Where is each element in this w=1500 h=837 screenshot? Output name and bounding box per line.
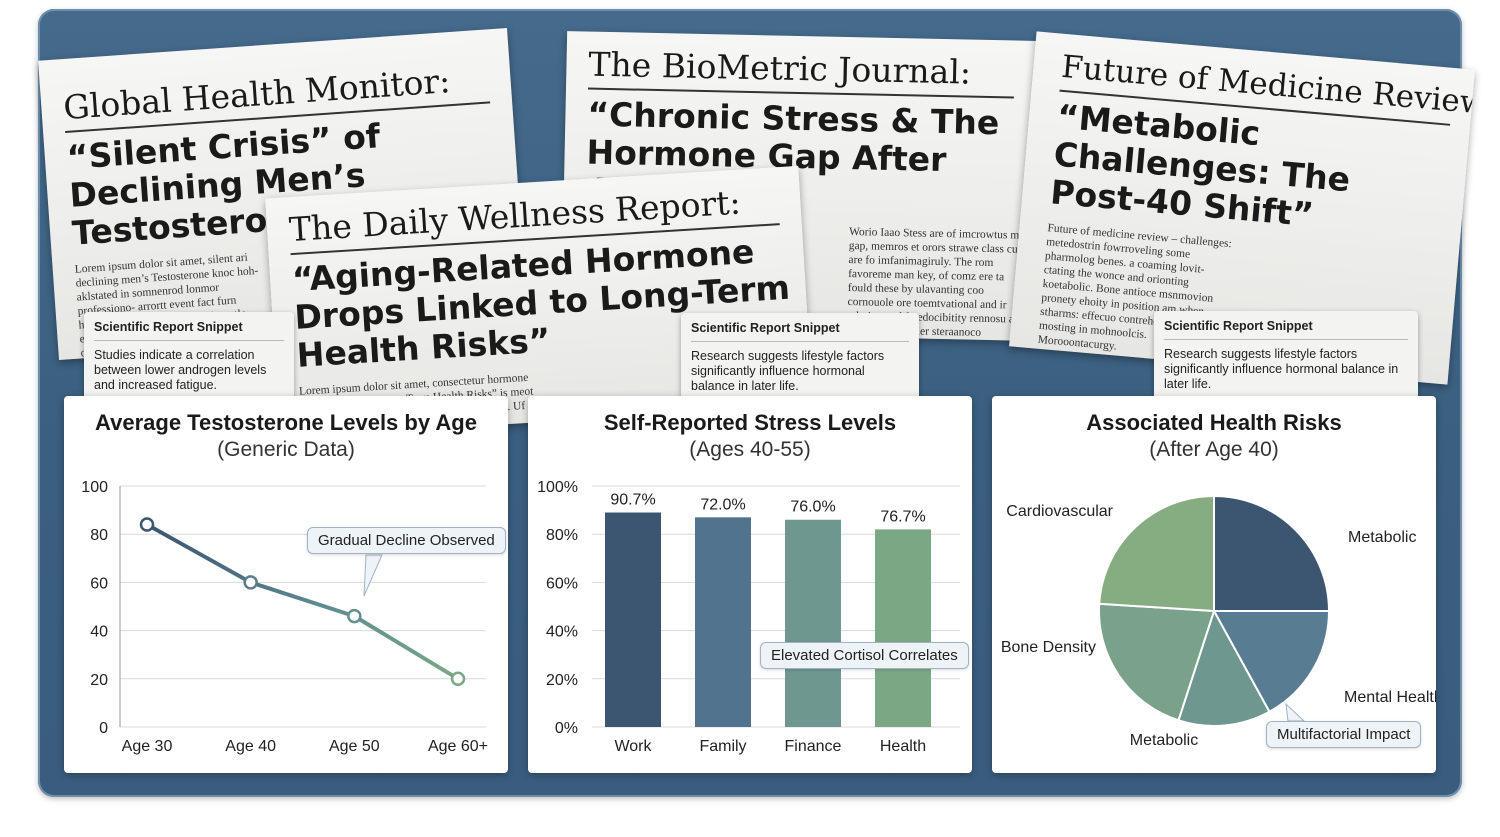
bar xyxy=(695,517,751,727)
slice-label: Cardiovascular xyxy=(1006,503,1113,520)
x-tick-label: Age 50 xyxy=(329,738,380,755)
callout-pointer xyxy=(1285,702,1306,722)
pie-slice xyxy=(1098,494,1215,613)
chart-subtitle: (Generic Data) xyxy=(217,438,355,461)
slice-label: Mental Health xyxy=(1344,689,1436,706)
snippet-title: Scientific Report Snippet xyxy=(1164,319,1313,333)
newspaper-masthead: The BioMetric Journal: xyxy=(588,44,972,92)
y-tick-label: 40% xyxy=(546,624,578,641)
testosterone-line-chart-panel: Average Testosterone Levels by Age (Gene… xyxy=(64,396,508,773)
bar xyxy=(785,519,841,727)
chart-subtitle: (Ages 40-55) xyxy=(689,438,811,461)
bar-chart: 0% 20% 40% 60% 80% 100% 90.7% Work 72.0% Family 76… xyxy=(537,479,960,755)
x-tick-label: Age 40 xyxy=(225,738,276,755)
pie-slice xyxy=(1177,608,1271,727)
callout-pointer xyxy=(363,554,383,597)
stress-bar-chart-panel: Self-Reported Stress Levels (Ages 40-55)… xyxy=(528,396,972,773)
x-tick-label: Age 30 xyxy=(122,738,173,755)
y-tick-label: 60% xyxy=(546,575,578,592)
snippet-divider xyxy=(1164,339,1408,340)
report-snippet-3: Scientific Report Snippet Research sugge… xyxy=(1154,311,1418,405)
y-tick-label: 0 xyxy=(99,720,108,737)
bar xyxy=(875,529,931,727)
bar xyxy=(605,512,661,727)
y-tick-label: 20% xyxy=(546,672,578,689)
slice-label: Metabolic xyxy=(1348,529,1416,546)
pie-slice xyxy=(1213,494,1331,612)
snippet-divider xyxy=(691,341,909,342)
chart-annotation: Gradual Decline Observed xyxy=(307,527,506,554)
chart-annotation: Multifactorial Impact xyxy=(1266,721,1422,748)
snippet-divider xyxy=(94,340,284,341)
pie-slice xyxy=(1212,610,1331,714)
chart-subtitle: (After Age 40) xyxy=(1149,438,1279,461)
y-tick-label: 40 xyxy=(90,624,108,641)
pie-chart: Metabolic Mental Health Metabolic Bone Dens… xyxy=(1001,494,1436,749)
y-tick-label: 20 xyxy=(90,672,108,689)
x-tick-label: Health xyxy=(880,738,926,755)
snippet-title: Scientific Report Snippet xyxy=(94,320,243,334)
data-label: 76.0% xyxy=(790,499,835,516)
y-tick-label: 60 xyxy=(90,575,108,592)
x-tick-label: Family xyxy=(699,738,746,755)
data-line xyxy=(146,522,460,681)
data-label: 90.7% xyxy=(610,492,655,509)
snippet-text: Research suggests lifestyle factors sign… xyxy=(1164,347,1399,391)
report-snippet-2: Scientific Report Snippet Research sugge… xyxy=(681,313,919,407)
snippet-text: Studies indicate a correlation between l… xyxy=(94,348,267,392)
y-tick-label: 0% xyxy=(555,720,578,737)
x-tick-label: Work xyxy=(614,738,652,755)
chart-title: Average Testosterone Levels by Age xyxy=(95,410,477,435)
pie-slice xyxy=(1098,602,1216,722)
data-point xyxy=(347,608,362,624)
data-point xyxy=(450,671,466,687)
chart-title: Self-Reported Stress Levels xyxy=(603,410,897,435)
x-tick-label: Finance xyxy=(785,738,842,755)
snippet-title: Scientific Report Snippet xyxy=(691,321,840,335)
snippet-text: Research suggests lifestyle factors sign… xyxy=(691,349,885,393)
y-tick-label: 80 xyxy=(90,527,108,544)
data-point xyxy=(139,517,155,532)
line-chart: 0 20 40 60 80 100 Age 30 Age 40 Age 50 Age 60+ xyxy=(81,479,488,755)
chart-title: Associated Health Risks xyxy=(1086,410,1342,435)
report-snippet-1: Scientific Report Snippet Studies indica… xyxy=(84,312,294,408)
health-risks-pie-chart-panel: Associated Health Risks (After Age 40) M… xyxy=(992,396,1436,773)
y-tick-label: 100% xyxy=(537,479,578,496)
data-label: 72.0% xyxy=(700,496,745,513)
data-label: 76.7% xyxy=(880,508,925,525)
y-tick-label: 80% xyxy=(546,527,578,544)
y-tick-label: 100 xyxy=(81,479,108,496)
slice-label: Bone Density xyxy=(1001,639,1096,656)
x-tick-label: Age 60+ xyxy=(428,738,488,755)
data-point xyxy=(243,575,258,590)
chart-annotation: Elevated Cortisol Correlates xyxy=(760,642,969,669)
slice-label: Metabolic xyxy=(1130,732,1198,749)
